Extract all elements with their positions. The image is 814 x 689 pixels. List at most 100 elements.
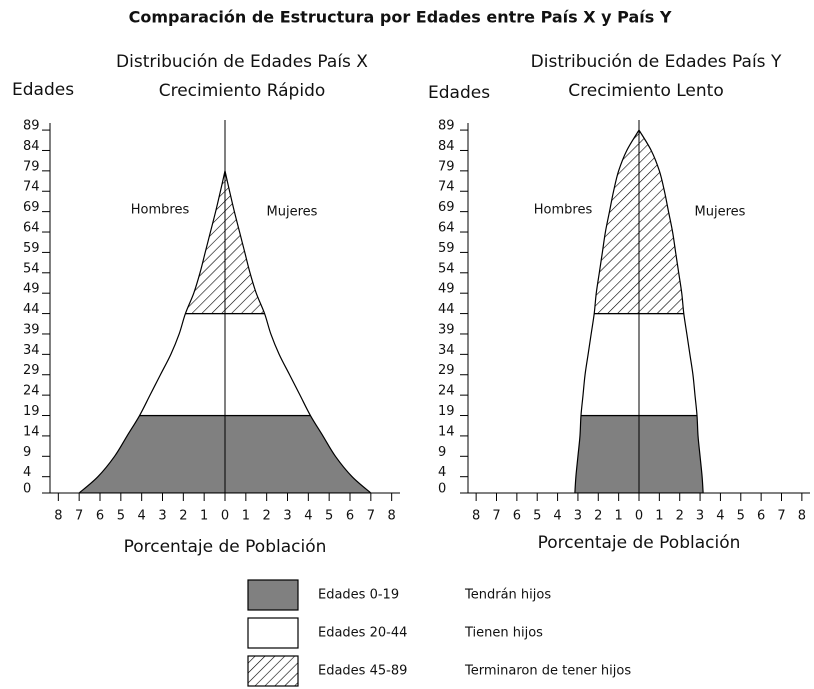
y-tick-label: 84	[438, 139, 455, 154]
annotation: Mujeres	[267, 205, 318, 220]
x-tick-label: 1	[242, 509, 250, 524]
x-axis-label: Porcentaje de Población	[124, 537, 327, 557]
y-tick-label: 9	[438, 445, 446, 460]
x-tick-label: 4	[716, 509, 724, 524]
legend-label: Edades 45-89	[318, 664, 407, 679]
annotation: Hombres	[534, 203, 593, 218]
y-tick-label: 79	[438, 159, 455, 174]
x-tick-label: 7	[492, 509, 500, 524]
y-tick-label: 79	[23, 159, 40, 174]
y-tick-label: 89	[438, 119, 455, 134]
x-tick-label: 1	[200, 509, 208, 524]
chart-subtitle: Crecimiento Lento	[568, 81, 723, 101]
y-tick-label: 44	[23, 302, 40, 317]
legend-swatch	[247, 579, 299, 611]
y-tick-label: 84	[23, 139, 40, 154]
y-tick-label: 24	[438, 384, 455, 399]
x-tick-label: 3	[696, 509, 704, 524]
legend-note: Terminaron de tener hijos	[464, 664, 631, 679]
x-tick-label: 5	[533, 509, 541, 524]
y-tick-label: 89	[23, 119, 40, 134]
x-tick-label: 0	[221, 509, 229, 524]
main-title: Comparación de Estructura por Edades ent…	[129, 8, 672, 27]
annotation: Mujeres	[695, 205, 746, 220]
x-tick-label: 2	[676, 509, 684, 524]
y-tick-label: 49	[438, 282, 455, 297]
chart-subtitle: Crecimiento Rápido	[159, 81, 326, 101]
outline-right	[224, 170, 372, 494]
x-axis-label: Porcentaje de Población	[538, 533, 741, 553]
legend-label: Edades 0-19	[318, 588, 399, 603]
y-tick-label: 59	[438, 241, 455, 256]
x-tick-label: 6	[346, 509, 354, 524]
y-tick-label: 19	[438, 404, 455, 419]
outline-right	[638, 129, 704, 494]
x-tick-label: 8	[388, 509, 396, 524]
x-tick-label: 7	[777, 509, 785, 524]
y-tick-label: 44	[438, 302, 455, 317]
y-tick-label: 59	[23, 241, 40, 256]
x-tick-label: 1	[655, 509, 663, 524]
x-tick-label: 2	[179, 509, 187, 524]
x-tick-label: 5	[737, 509, 745, 524]
x-tick-label: 3	[158, 509, 166, 524]
chart-title: Distribución de Edades País Y	[531, 52, 782, 72]
y-tick-label: 0	[438, 482, 446, 497]
y-tick-label: 64	[23, 221, 40, 236]
outline-left	[574, 129, 640, 494]
y-axis-label: Edades	[12, 80, 74, 100]
x-tick-label: 1	[615, 509, 623, 524]
x-tick-label: 5	[117, 509, 125, 524]
x-tick-label: 4	[138, 509, 146, 524]
y-tick-label: 34	[23, 343, 40, 358]
x-tick-label: 3	[283, 509, 291, 524]
chart-title: Distribución de Edades País X	[116, 52, 368, 72]
y-tick-label: 4	[438, 465, 446, 480]
y-tick-label: 49	[23, 282, 40, 297]
y-tick-label: 54	[438, 261, 455, 276]
x-tick-label: 8	[472, 509, 480, 524]
y-tick-label: 29	[23, 363, 40, 378]
x-tick-label: 2	[594, 509, 602, 524]
y-tick-label: 64	[438, 221, 455, 236]
y-tick-label: 74	[23, 180, 40, 195]
y-tick-label: 39	[23, 322, 40, 337]
x-tick-label: 8	[54, 509, 62, 524]
y-tick-label: 9	[23, 445, 31, 460]
y-tick-label: 14	[23, 424, 40, 439]
annotation: Hombres	[131, 203, 190, 218]
legend-swatch	[247, 655, 299, 687]
y-tick-label: 39	[438, 322, 455, 337]
x-tick-label: 8	[798, 509, 806, 524]
y-tick-label: 19	[23, 404, 40, 419]
legend-note: Tendrán hijos	[464, 588, 551, 603]
y-tick-label: 69	[438, 200, 455, 215]
y-tick-label: 24	[23, 384, 40, 399]
x-tick-label: 4	[553, 509, 561, 524]
y-tick-label: 74	[438, 180, 455, 195]
y-tick-label: 69	[23, 200, 40, 215]
y-tick-label: 4	[23, 465, 31, 480]
x-tick-label: 7	[75, 509, 83, 524]
y-axis-label: Edades	[428, 83, 490, 103]
x-tick-label: 3	[574, 509, 582, 524]
y-tick-label: 29	[438, 363, 455, 378]
x-tick-label: 6	[96, 509, 104, 524]
x-tick-label: 4	[304, 509, 312, 524]
x-tick-label: 5	[325, 509, 333, 524]
legend-swatch	[247, 617, 299, 649]
y-tick-label: 34	[438, 343, 455, 358]
outline-left	[78, 170, 226, 494]
x-tick-label: 6	[757, 509, 765, 524]
y-tick-label: 0	[23, 482, 31, 497]
legend-note: Tienen hijos	[464, 626, 543, 641]
x-tick-label: 2	[263, 509, 271, 524]
x-tick-label: 0	[635, 509, 643, 524]
x-tick-label: 6	[513, 509, 521, 524]
y-tick-label: 54	[23, 261, 40, 276]
y-tick-label: 14	[438, 424, 455, 439]
legend-label: Edades 20-44	[318, 626, 407, 641]
x-tick-label: 7	[367, 509, 375, 524]
